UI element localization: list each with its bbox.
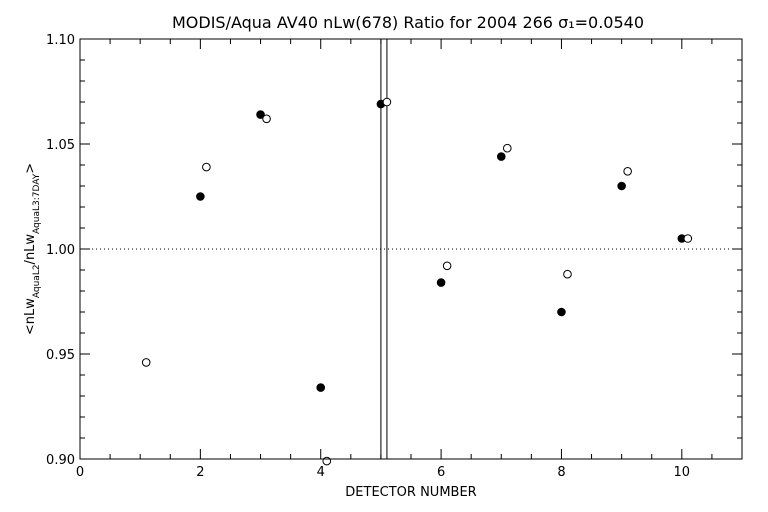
filled-point — [496, 152, 506, 161]
reference-lines — [80, 39, 742, 459]
filled-point — [196, 192, 205, 201]
x-tick-label: 8 — [557, 465, 565, 480]
open-point — [683, 234, 693, 243]
y-axis-label-mid: /nLw — [23, 234, 38, 265]
y-axis-label: <nLwAquaL2/nLwAquaL3:7DAY> — [23, 163, 42, 335]
open-point — [322, 456, 332, 466]
x-tick-label: 10 — [674, 465, 691, 480]
open-point — [141, 358, 151, 367]
y-axis-label-close: > — [23, 163, 38, 174]
x-tick-label: 4 — [317, 465, 325, 480]
filled-point — [316, 383, 326, 392]
filled-point — [557, 307, 566, 317]
y-axis-label-sub1: AquaL2 — [32, 264, 42, 298]
y-tick-label: 1.00 — [46, 243, 75, 258]
open-point — [623, 167, 632, 176]
open-point — [382, 97, 392, 107]
open-point — [202, 162, 211, 172]
filled-point — [256, 110, 265, 119]
open-point — [502, 143, 512, 153]
open-point — [442, 261, 452, 271]
filled-point — [436, 278, 446, 287]
open-point — [262, 114, 271, 124]
y-tick-label: 0.90 — [46, 453, 75, 468]
chart-title: MODIS/Aqua AV40 nLw(678) Ratio for 2004 … — [172, 13, 644, 32]
y-tick-label: 1.10 — [46, 33, 75, 48]
y-tick-label: 0.95 — [46, 348, 75, 363]
x-tick-label: 6 — [437, 465, 445, 480]
x-tick-label: 0 — [76, 465, 84, 480]
x-tick-label: 2 — [196, 465, 204, 480]
y-tick-label: 1.05 — [46, 138, 75, 153]
plot-frame — [79, 38, 743, 460]
filled-point — [617, 181, 626, 191]
y-axis-label-sub2: AquaL3:7DAY — [32, 173, 42, 234]
x-axis-label: DETECTOR NUMBER — [345, 485, 476, 500]
y-axis-label-open: <nLw — [23, 298, 38, 335]
axes: 0 2 4 6 8 10 0.90 0.95 1.00 1.05 1.10 — [46, 33, 743, 480]
open-point — [563, 269, 572, 279]
